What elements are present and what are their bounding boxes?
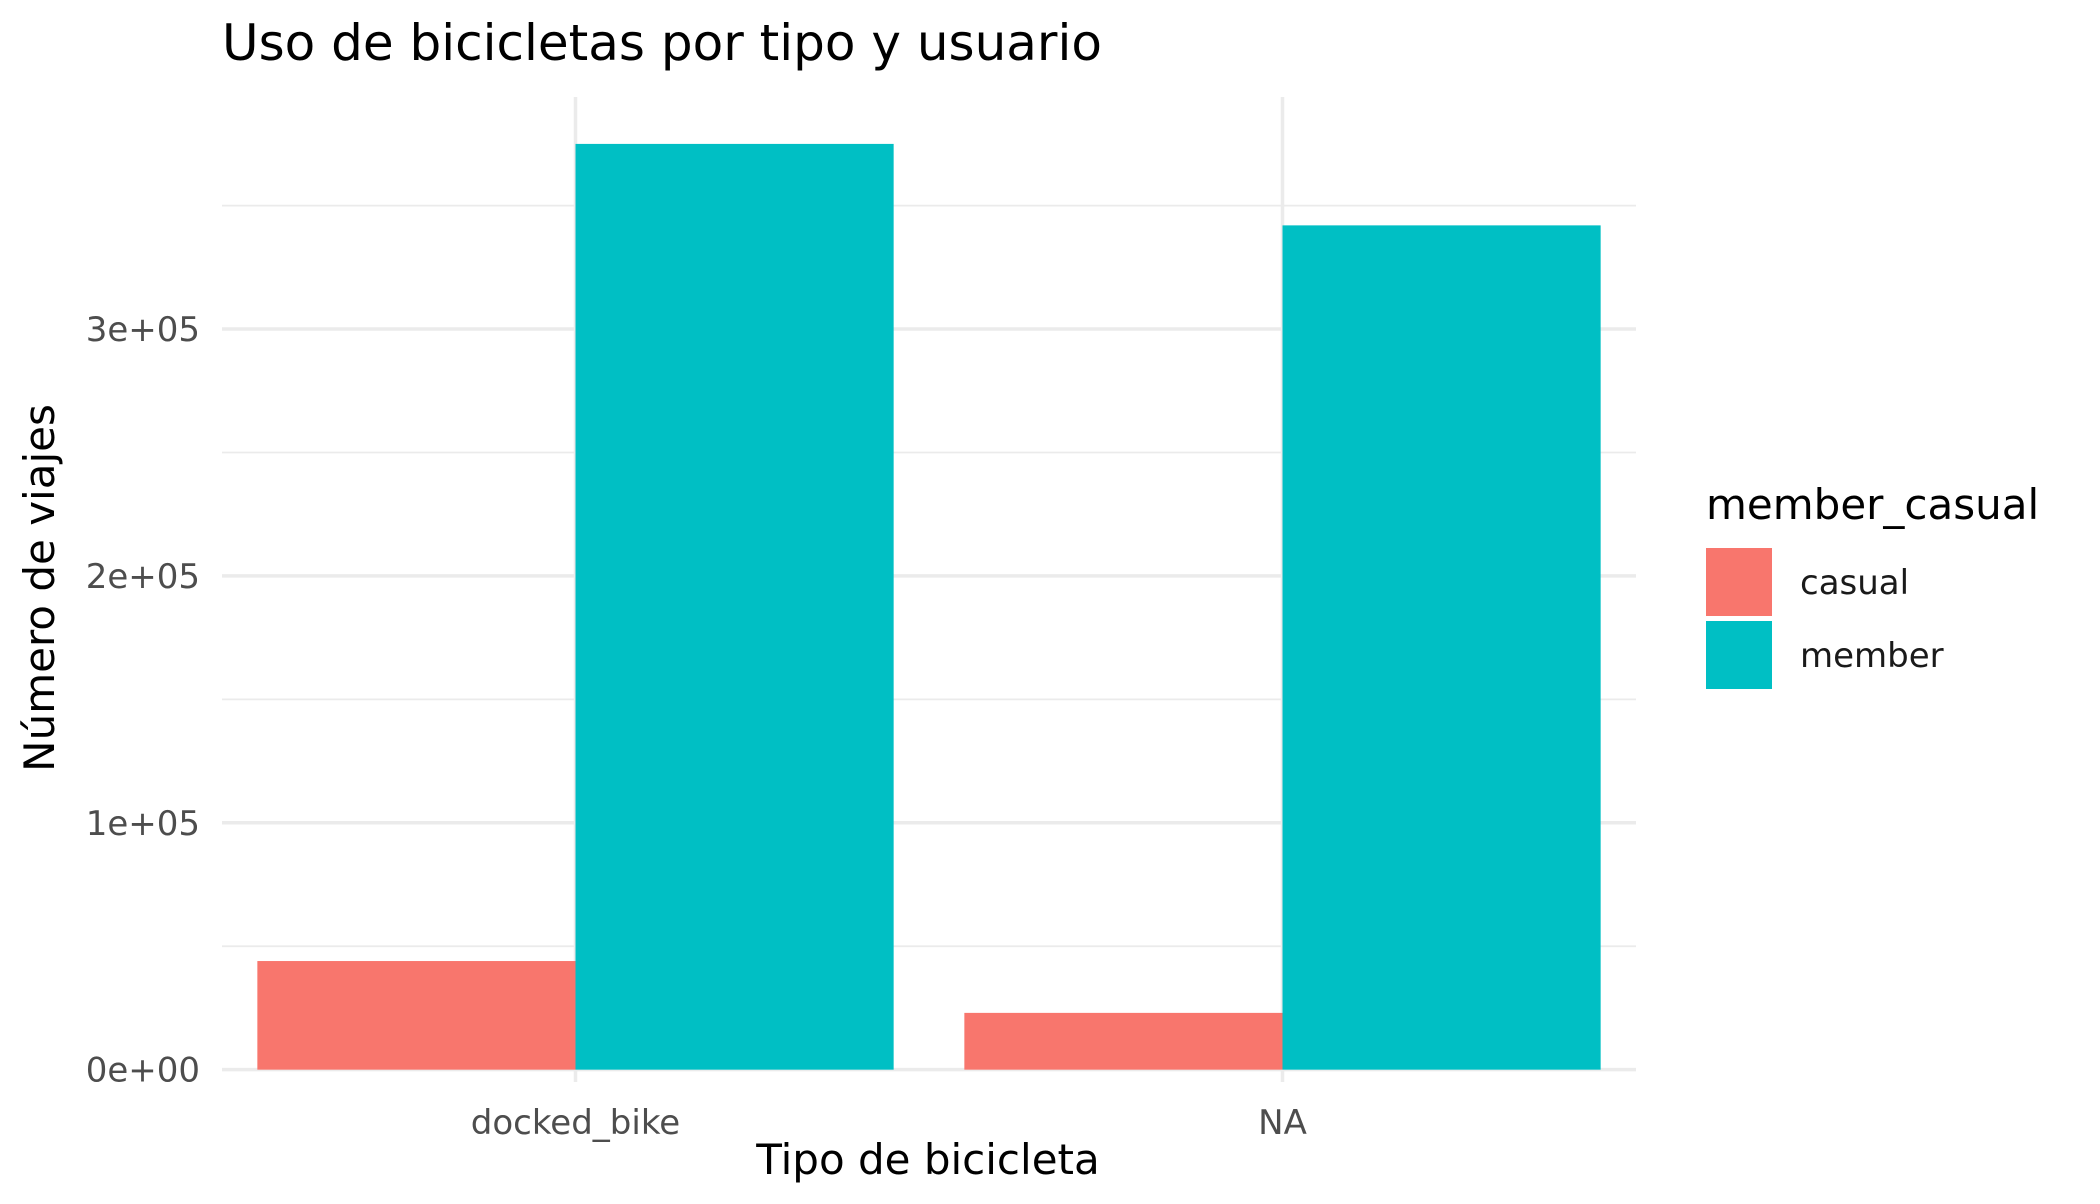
legend: member_casual casual member (1706, 480, 2039, 689)
legend-items: casual member (1706, 548, 1944, 689)
bar-casual-docked_bike (257, 961, 576, 1070)
bar-casual-NA (964, 1012, 1283, 1070)
chart-title: Uso de bicicletas por tipo y usuario (222, 14, 1102, 72)
bars (257, 143, 1601, 1070)
x-tick-label: docked_bike (471, 1103, 680, 1143)
x-axis-title: Tipo de bicicleta (755, 1135, 1100, 1184)
y-tick-label: 2e+05 (86, 557, 200, 597)
legend-swatch-member (1706, 621, 1772, 689)
x-tick-label: NA (1258, 1103, 1307, 1143)
y-tick-label: 0e+00 (86, 1051, 200, 1091)
bar-member-NA (1282, 225, 1601, 1070)
y-axis-title: Número de viajes (15, 404, 64, 772)
y-tick-labels: 0e+00 1e+05 2e+05 3e+05 (86, 310, 200, 1091)
legend-label-casual: casual (1800, 563, 1909, 603)
legend-swatch-casual (1706, 548, 1772, 616)
bar-member-docked_bike (575, 143, 894, 1070)
y-tick-label: 3e+05 (86, 310, 200, 350)
x-tick-labels: docked_bike NA (471, 1103, 1307, 1143)
legend-label-member: member (1800, 636, 1944, 676)
y-tick-label: 1e+05 (86, 804, 200, 844)
legend-title: member_casual (1706, 480, 2039, 529)
